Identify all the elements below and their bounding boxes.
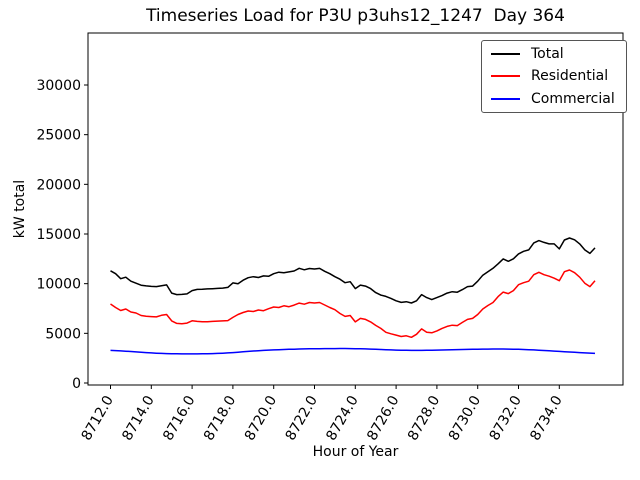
x-tick-label: 8714.0 — [119, 393, 157, 443]
y-tick-label: 10000 — [36, 277, 81, 293]
legend-item-commercial: Commercial — [491, 92, 626, 106]
y-tick-label: 30000 — [36, 78, 81, 94]
commercial-line-swatch — [491, 97, 520, 100]
x-tick-label: 8730.0 — [446, 393, 484, 443]
legend-label: Residential — [531, 68, 609, 85]
series-total-line — [110, 237, 596, 304]
x-tick-label: 8722.0 — [283, 393, 321, 443]
legend-label: Commercial — [531, 90, 615, 107]
legend-label: Total — [531, 46, 564, 63]
x-tick-label: 8720.0 — [242, 393, 280, 443]
total-line-swatch — [491, 53, 520, 56]
y-tick-label: 20000 — [36, 177, 81, 193]
chart-title: Timeseries Load for P3U p3uhs12_1247 Day… — [146, 6, 565, 26]
x-tick-label: 8718.0 — [201, 393, 239, 443]
x-tick-label: 8732.0 — [487, 393, 525, 443]
x-axis-label: Hour of Year — [312, 444, 399, 460]
y-tick-label: 0 — [72, 376, 81, 392]
series-commercial-line — [110, 347, 596, 355]
legend: Total Residential Commercial — [481, 40, 627, 113]
x-tick-label: 8712.0 — [79, 393, 117, 443]
residential-line-swatch — [491, 75, 520, 78]
legend-item-total: Total — [491, 47, 626, 61]
legend-item-residential: Residential — [491, 69, 626, 83]
y-tick-label: 15000 — [36, 227, 81, 243]
y-tick-label: 5000 — [45, 326, 81, 342]
y-tick-label: 25000 — [36, 128, 81, 144]
x-tick-label: 8734.0 — [527, 393, 565, 443]
x-tick-label: 8726.0 — [364, 393, 402, 443]
x-tick-label: 8716.0 — [160, 393, 198, 443]
x-tick-label: 8724.0 — [323, 393, 361, 443]
x-tick-label: 8728.0 — [405, 393, 443, 443]
series-residential-line — [110, 269, 596, 339]
